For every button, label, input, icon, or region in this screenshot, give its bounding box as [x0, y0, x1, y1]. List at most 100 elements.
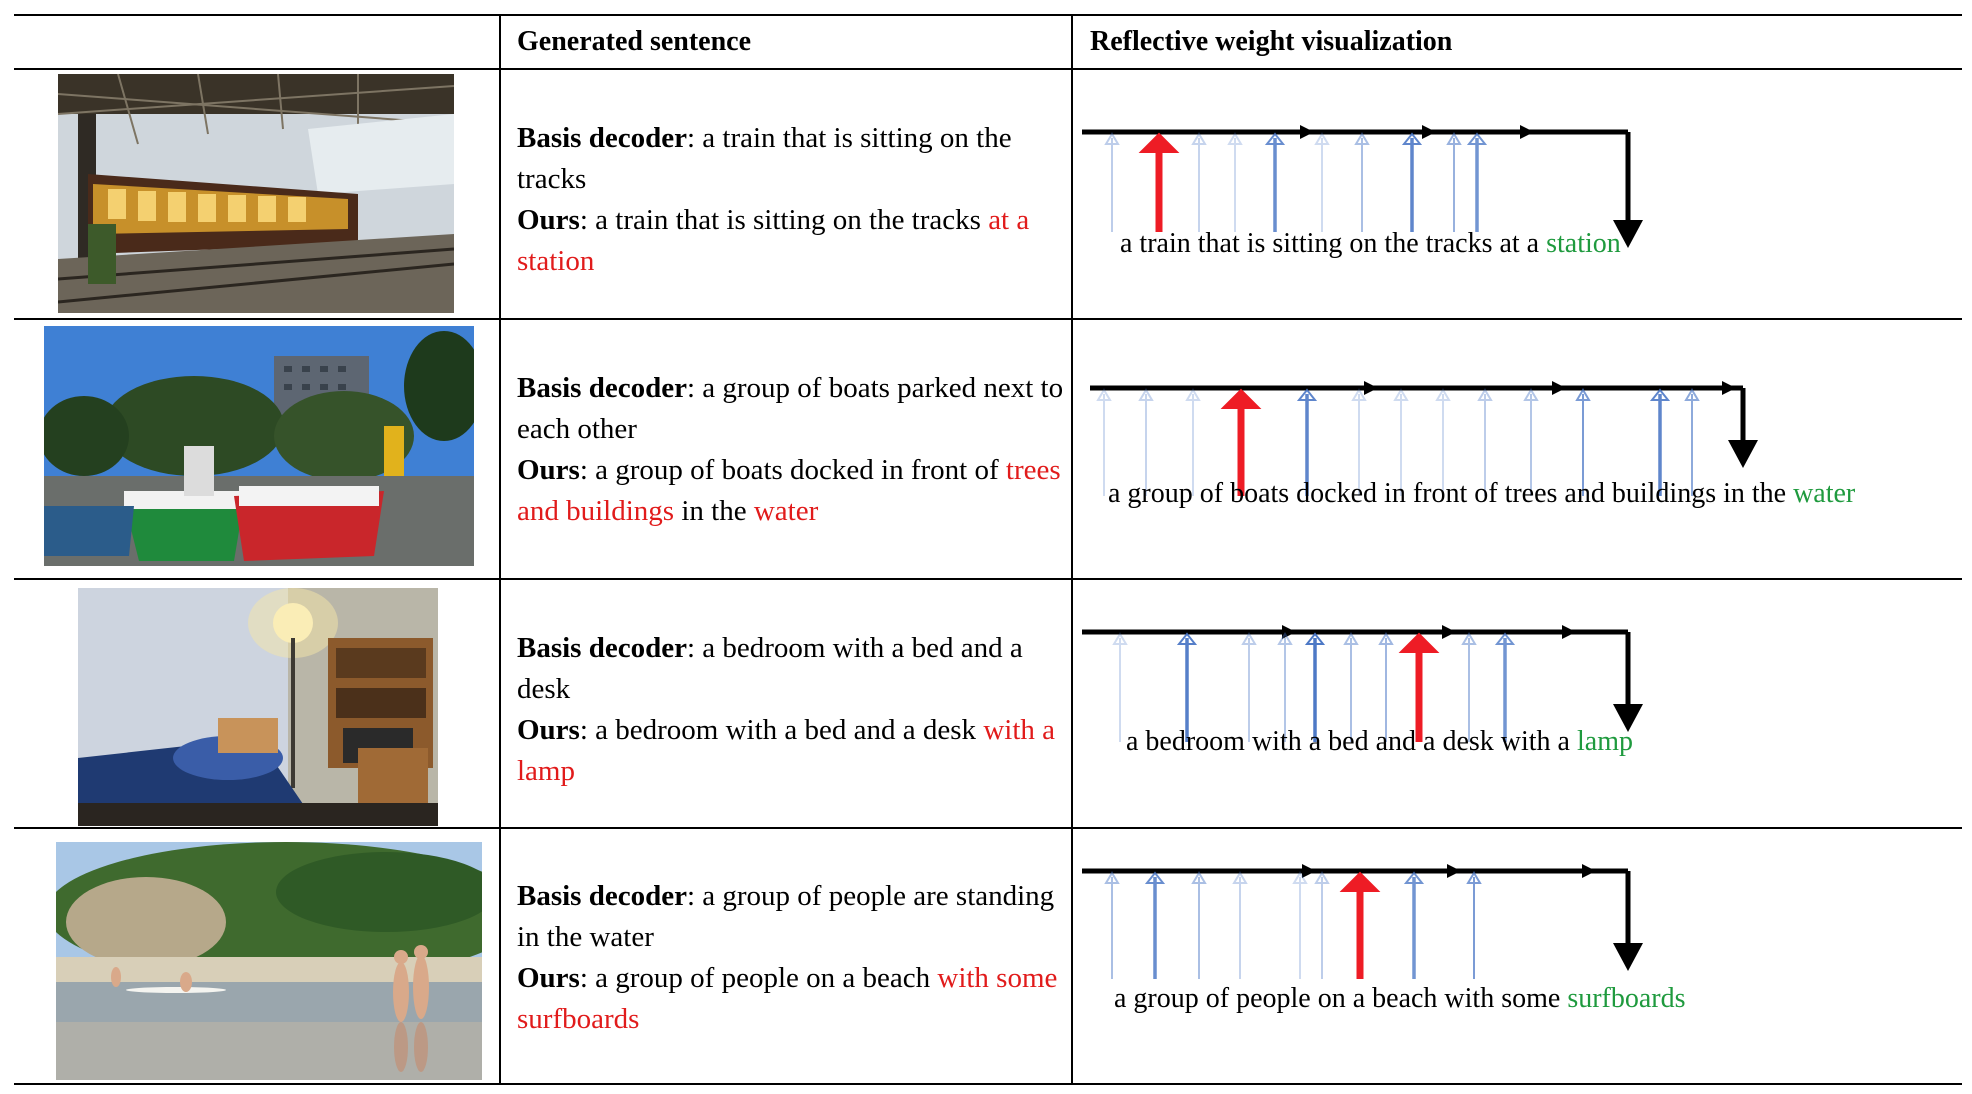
flow-arrowhead [1300, 125, 1314, 139]
weight-arrow [1191, 871, 1207, 979]
ours-label: Ours [517, 204, 580, 236]
weight-arrow [1227, 132, 1243, 232]
weight-arrow [1393, 388, 1409, 496]
sentence-row-3: Basis decoder : a bedroom with a bed and … [517, 628, 1077, 792]
flow-arrowhead [1364, 381, 1378, 395]
ours-label: Ours [517, 962, 580, 994]
ours-sentence: : a bedroom with a bed and a desk [579, 714, 984, 746]
weight-arrow [1351, 388, 1367, 496]
flow-arrowhead [1422, 125, 1436, 139]
weight-arrow-max [1339, 871, 1381, 979]
weight-arrow [1138, 388, 1154, 496]
photo-boats-harbor [44, 326, 474, 566]
weight-arrow [1296, 388, 1318, 496]
flow-arrowhead [1722, 381, 1736, 395]
photo-bedroom [78, 588, 438, 826]
viz-caption: a group of people on a beach with some s… [1114, 983, 1686, 1014]
table-bottom-rule [14, 1083, 1962, 1085]
weight-arrow [1144, 871, 1166, 979]
table-top-rule [14, 14, 1962, 16]
weight-arrow [1378, 632, 1394, 742]
weight-arrow [1446, 132, 1462, 232]
header-generated-sentence: Generated sentence [517, 26, 752, 57]
basis-label: Basis decoder [517, 880, 687, 912]
flow-arrowhead [1552, 381, 1566, 395]
sentence-row-1: Basis decoder: a train that is sitting o… [517, 118, 1077, 282]
photo-train-station [58, 74, 454, 313]
sentence-row-4: Basis decoder: a group of people are sta… [517, 876, 1077, 1040]
flow-arrowhead [1520, 125, 1534, 139]
weight-arrow [1232, 871, 1248, 979]
weight-arrow [1494, 632, 1516, 742]
row-rule-3 [14, 827, 1962, 829]
weight-arrow [1684, 388, 1700, 496]
flow-arrowhead [1582, 864, 1596, 878]
ours-highlight: with a lamp [517, 714, 1055, 787]
ours-sentence-tail: in the [674, 495, 754, 527]
viz-caption: a train that is sitting on the tracks at… [1120, 228, 1621, 259]
column-rule-2 [1071, 14, 1073, 1085]
weight-arrows-svg [1082, 864, 1643, 979]
viz-caption: a group of boats docked in front of tree… [1108, 478, 1856, 509]
basis-label: Basis decoder [517, 122, 687, 154]
caption-last-word: lamp [1576, 726, 1633, 757]
caption-last-word: water [1793, 478, 1856, 509]
photo-beach [56, 842, 482, 1080]
weight-arrow [1401, 132, 1423, 232]
weight-arrow [1292, 871, 1308, 979]
column-rule-1 [499, 14, 501, 1085]
weight-arrow [1304, 632, 1326, 742]
row-rule-2 [14, 578, 1962, 580]
flow-arrowhead [1562, 625, 1576, 639]
ours-sentence: : a group of boats docked in front of [579, 454, 1006, 486]
weight-arrow [1466, 132, 1488, 232]
weight-arrow-max [1398, 632, 1440, 742]
weight-viz-row-1: a train that is sitting on the tracks at… [1072, 74, 1962, 318]
weight-arrow [1176, 632, 1198, 742]
ours-sentence: : a group of people on a beach [579, 962, 938, 994]
weight-arrow-max [1220, 388, 1262, 496]
ours-label: Ours [517, 714, 580, 746]
flow-arrowhead [1442, 625, 1456, 639]
flow-arrowhead [1302, 864, 1316, 878]
weight-arrow [1523, 388, 1539, 496]
drop-arrowhead [1613, 704, 1643, 732]
weight-viz-row-4: a group of people on a beach with some s… [1072, 829, 1962, 1083]
weight-arrow [1354, 132, 1370, 232]
caption-last-word: station [1546, 228, 1621, 259]
weight-arrow [1191, 132, 1207, 232]
weight-arrow [1477, 388, 1493, 496]
weight-arrow [1096, 388, 1112, 496]
weight-arrow [1435, 388, 1451, 496]
weight-arrow [1461, 632, 1477, 742]
weight-arrow [1343, 632, 1359, 742]
weight-arrow [1277, 632, 1293, 742]
caption-last-word: surfboards [1567, 983, 1686, 1014]
weight-arrow [1314, 132, 1330, 232]
ours-sentence: : a train that is sitting on the tracks [579, 204, 989, 236]
weight-arrows-svg [1082, 125, 1643, 248]
weight-arrow [1104, 132, 1120, 232]
weight-arrow [1104, 871, 1120, 979]
weight-arrow [1241, 632, 1257, 742]
weight-arrows-svg [1082, 625, 1643, 742]
viz-caption: a bedroom with a bed and a desk with a l… [1126, 726, 1633, 757]
row-rule-1 [14, 318, 1962, 320]
header-reflective-weight: Reflective weight visualization [1090, 26, 1453, 57]
ours-highlight: trees and buildings [517, 454, 1061, 527]
ours-label: Ours [517, 454, 580, 486]
weight-arrow [1466, 871, 1482, 979]
drop-arrowhead [1613, 220, 1643, 248]
drop-arrowhead [1613, 943, 1643, 971]
ours-highlight-2: water [753, 495, 819, 527]
header-rule [14, 68, 1962, 70]
flow-arrowhead [1447, 864, 1461, 878]
basis-sentence: : a train that is sitting on the tracks [517, 122, 1012, 195]
basis-sentence: : a group of people are standing in the … [517, 880, 1055, 953]
weight-arrow-max [1138, 132, 1180, 232]
weight-arrow [1403, 871, 1425, 979]
basis-label: Basis decoder [517, 632, 687, 664]
ours-highlight: at a station [517, 204, 1030, 277]
ours-highlight: with some surfboards [517, 962, 1058, 1035]
weight-arrow [1264, 132, 1286, 232]
